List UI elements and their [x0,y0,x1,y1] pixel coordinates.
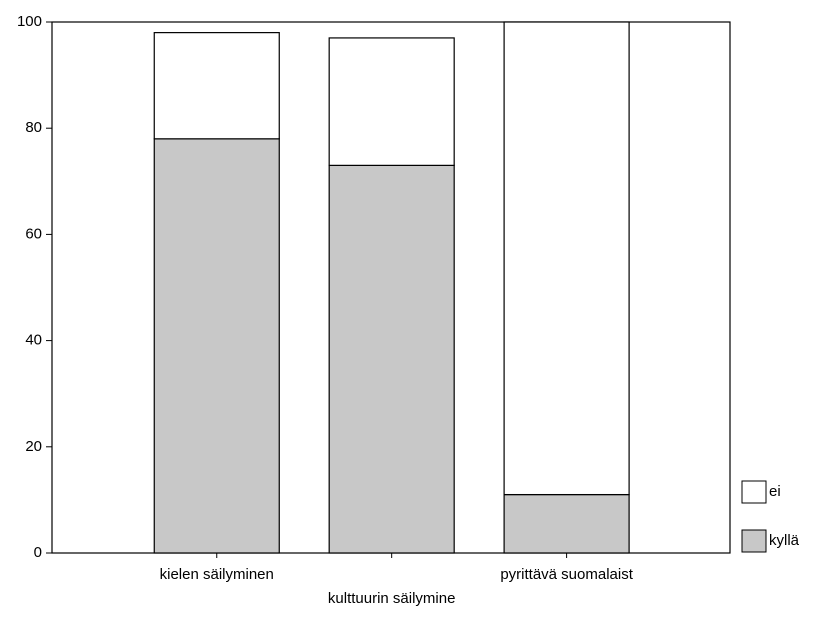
x-tick-label: kulttuurin säilymine [328,590,456,607]
y-tick-label: 100 [17,13,42,30]
y-tick-label: 40 [25,332,42,349]
x-tick-label: pyrittävä suomalaist [500,566,633,583]
bar-segment [153,138,280,554]
legend-swatch [741,480,767,504]
y-tick-label: 0 [34,544,42,561]
y-tick-label: 80 [25,119,42,136]
legend-label: kyllä [769,532,800,549]
bar-segment [503,493,630,554]
y-tick-label: 60 [25,225,42,242]
bar-segment [328,164,455,554]
legend-label: ei [769,483,781,500]
bar-segment [328,37,455,166]
y-tick-label: 20 [25,438,42,455]
bar-segment [153,32,280,140]
bar-segment [503,21,630,496]
x-tick-label: kielen säilyminen [160,566,274,583]
legend-swatch [741,529,767,553]
